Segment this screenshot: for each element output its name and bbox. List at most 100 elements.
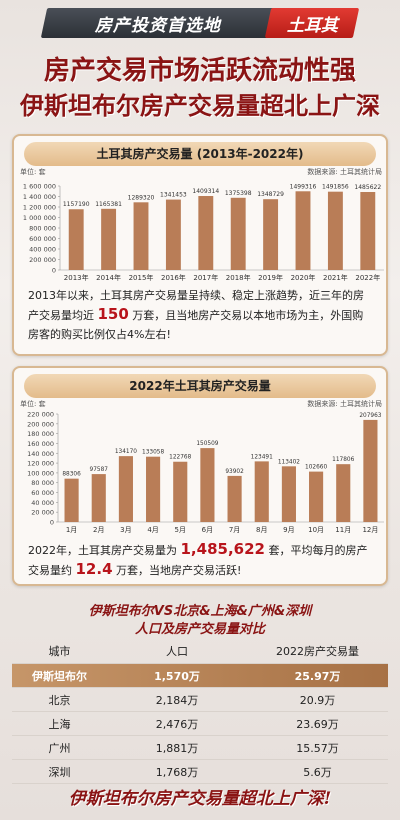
bar-value-label: 102660 bbox=[305, 465, 327, 471]
y-tick-label: 80 000 bbox=[31, 479, 54, 487]
bar-value-label: 133058 bbox=[142, 450, 164, 456]
x-tick-label: 10月 bbox=[308, 526, 324, 534]
bar-value-label: 122768 bbox=[169, 455, 191, 461]
bar bbox=[101, 208, 117, 270]
annual-desc-highlight: 150 bbox=[97, 305, 129, 323]
x-tick-label: 9月 bbox=[283, 526, 294, 534]
bar bbox=[254, 461, 269, 522]
y-tick-label: 1 000 000 bbox=[23, 214, 56, 222]
bar-value-label: 1499316 bbox=[290, 183, 317, 190]
footer-slogan: 伊斯坦布尔房产交易量超北上广深! bbox=[68, 789, 332, 809]
row-population: 1,570万 bbox=[154, 669, 200, 683]
comparison-table: 城市 人口 2022房产交易量 伊斯坦布尔 1,570万 25.97万 北京 2… bbox=[12, 638, 388, 784]
x-tick-label: 2021年 bbox=[323, 273, 348, 282]
bar bbox=[281, 466, 296, 522]
x-tick-label: 11月 bbox=[335, 526, 351, 534]
y-tick-label: 120 000 bbox=[27, 460, 54, 468]
x-tick-label: 2013年 bbox=[64, 273, 89, 282]
bar bbox=[230, 197, 246, 270]
bar-value-label: 207963 bbox=[359, 413, 381, 419]
annual-desc-after: 万套，且当地房产交易以本地市场为主，外国购房客的购买比例仅占4%左右! bbox=[28, 309, 364, 341]
monthly-desc-p3: 万套，当地房产交易活跃! bbox=[112, 564, 242, 577]
banner-left: 房产投资首选地 bbox=[40, 8, 276, 38]
bar bbox=[118, 456, 133, 522]
bar-value-label: 1485622 bbox=[354, 184, 381, 191]
row-city: 伊斯坦布尔 bbox=[32, 669, 87, 683]
bar bbox=[165, 199, 181, 270]
annual-description: 2013年以来，土耳其房产交易量呈持续、稳定上涨趋势，近三年的房产交易量均近 1… bbox=[28, 286, 372, 344]
bar bbox=[327, 191, 343, 270]
y-tick-label: 0 bbox=[52, 267, 56, 275]
monthly-description: 2022年，土耳其房产交易量为 1,485,622 套，平均每月的房产交易量约 … bbox=[28, 540, 372, 580]
bar bbox=[263, 199, 279, 270]
y-tick-label: 200 000 bbox=[29, 256, 56, 264]
chart-unit-label: 单位: 套 bbox=[20, 399, 46, 408]
bar bbox=[363, 419, 378, 522]
headline-line2: 伊斯坦布尔房产交易量超北上广深 bbox=[20, 91, 380, 120]
bar-value-label: 1491856 bbox=[322, 184, 349, 191]
y-tick-label: 0 bbox=[50, 519, 54, 527]
y-tick-label: 100 000 bbox=[27, 469, 54, 477]
x-tick-label: 2019年 bbox=[258, 273, 283, 282]
row-population: 2,184万 bbox=[155, 693, 199, 707]
y-tick-label: 1 200 000 bbox=[23, 204, 56, 212]
bar bbox=[68, 209, 84, 270]
y-tick-label: 140 000 bbox=[27, 450, 54, 458]
row-population: 1,881万 bbox=[155, 741, 199, 755]
bar bbox=[64, 478, 79, 522]
bar bbox=[200, 448, 215, 522]
headline-line1: 房产交易市场活跃流动性强 bbox=[43, 56, 356, 86]
bar bbox=[133, 202, 149, 270]
x-tick-label: 7月 bbox=[229, 526, 240, 534]
x-tick-label: 2017年 bbox=[193, 273, 218, 282]
bar-value-label: 88306 bbox=[62, 472, 81, 478]
bar-value-label: 117806 bbox=[332, 457, 354, 463]
annual-chart-card: 土耳其房产交易量 (2013年-2022年) 单位: 套 数据来源: 土耳其统计局… bbox=[12, 134, 388, 356]
y-tick-label: 1 600 000 bbox=[23, 183, 56, 191]
x-tick-label: 3月 bbox=[120, 526, 131, 534]
x-tick-label: 2020年 bbox=[291, 273, 316, 282]
row-city: 北京 bbox=[48, 693, 71, 707]
row-transactions: 15.57万 bbox=[296, 741, 339, 755]
x-tick-label: 2015年 bbox=[129, 273, 154, 282]
monthly-desc-average: 12.4 bbox=[75, 560, 113, 578]
x-tick-label: 4月 bbox=[147, 526, 158, 534]
row-transactions: 23.69万 bbox=[296, 717, 339, 731]
x-tick-label: 2014年 bbox=[96, 273, 121, 282]
y-tick-label: 60 000 bbox=[31, 489, 54, 497]
monthly-desc-p2: 套，平均每月的房产交易量约 bbox=[28, 544, 368, 577]
bar-value-label: 97587 bbox=[90, 467, 109, 473]
row-city: 深圳 bbox=[48, 765, 71, 779]
banner-right: 土耳其 bbox=[264, 8, 360, 38]
top-banner: 房产投资首选地 土耳其 bbox=[40, 8, 360, 38]
bar-value-label: 1289320 bbox=[128, 194, 155, 201]
bar-value-label: 150509 bbox=[196, 441, 218, 447]
banner-left-text: 房产投资首选地 bbox=[95, 15, 221, 36]
bar bbox=[360, 192, 376, 270]
header-city: 城市 bbox=[48, 644, 71, 658]
y-tick-label: 180 000 bbox=[27, 430, 54, 438]
x-tick-label: 2月 bbox=[93, 526, 104, 534]
monthly-chart-card: 2022年土耳其房产交易量 单位: 套 数据来源: 土耳其统计局 0 20 000 40… bbox=[12, 366, 388, 586]
table-row-istanbul: 伊斯坦布尔 1,570万 25.97万 bbox=[12, 664, 388, 688]
y-tick-label: 40 000 bbox=[31, 499, 54, 507]
chart-unit-label: 单位: 套 bbox=[20, 167, 46, 176]
bar-value-label: 1348729 bbox=[257, 191, 284, 198]
table-row-guangzhou: 广州 1,881万 15.57万 bbox=[12, 736, 388, 760]
annual-desc-before: 2013年以来，土耳其房产交易量呈持续、稳定上涨趋势，近三年的房产交易量均近 bbox=[28, 289, 364, 322]
row-population: 1,768万 bbox=[155, 765, 199, 779]
monthly-chart-title: 2022年土耳其房产交易量 bbox=[24, 374, 376, 398]
y-tick-label: 20 000 bbox=[31, 509, 54, 517]
bar-value-label: 113402 bbox=[278, 459, 300, 465]
y-tick-label: 160 000 bbox=[27, 440, 54, 448]
monthly-desc-p1: 2022年，土耳其房产交易量为 bbox=[28, 544, 181, 557]
x-tick-label: 8月 bbox=[256, 526, 267, 534]
bar bbox=[146, 456, 161, 522]
comparison-table-header: 城市 人口 2022房产交易量 bbox=[12, 638, 388, 664]
header-transactions: 2022房产交易量 bbox=[276, 644, 359, 658]
y-tick-label: 800 000 bbox=[29, 225, 56, 233]
y-tick-label: 200 000 bbox=[27, 420, 54, 428]
chart-source-label: 数据来源: 土耳其统计局 bbox=[307, 167, 382, 176]
bar-value-label: 134170 bbox=[115, 449, 137, 455]
bar bbox=[91, 474, 106, 522]
